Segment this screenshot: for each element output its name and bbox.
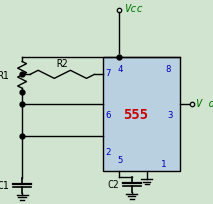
Text: R2: R2	[56, 59, 68, 69]
Text: 4: 4	[117, 64, 122, 73]
Text: 8: 8	[165, 64, 170, 73]
Text: C2: C2	[107, 180, 119, 190]
Text: 2: 2	[105, 147, 110, 156]
Text: 3: 3	[167, 110, 172, 119]
Bar	[103, 58, 180, 171]
Text: 1: 1	[161, 159, 166, 168]
Text: 7: 7	[105, 69, 110, 78]
Text: R1: R1	[0, 71, 9, 80]
Text: 555: 555	[123, 108, 148, 122]
Text: C1: C1	[0, 181, 9, 191]
Text: 6: 6	[105, 110, 110, 119]
Text: V o: V o	[196, 98, 213, 108]
Text: 5: 5	[117, 156, 122, 165]
Text: Vcc: Vcc	[125, 4, 144, 14]
